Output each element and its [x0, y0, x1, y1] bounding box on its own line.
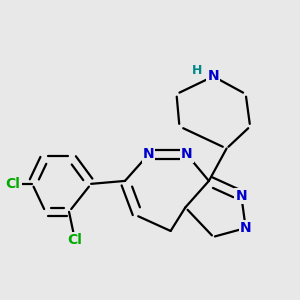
- Text: Cl: Cl: [68, 233, 82, 247]
- Text: H: H: [192, 64, 202, 77]
- Text: Cl: Cl: [6, 177, 20, 191]
- Text: N: N: [240, 221, 251, 235]
- Text: N: N: [143, 147, 154, 161]
- Text: N: N: [236, 189, 247, 202]
- Text: N: N: [208, 69, 219, 83]
- Text: N: N: [181, 147, 193, 161]
